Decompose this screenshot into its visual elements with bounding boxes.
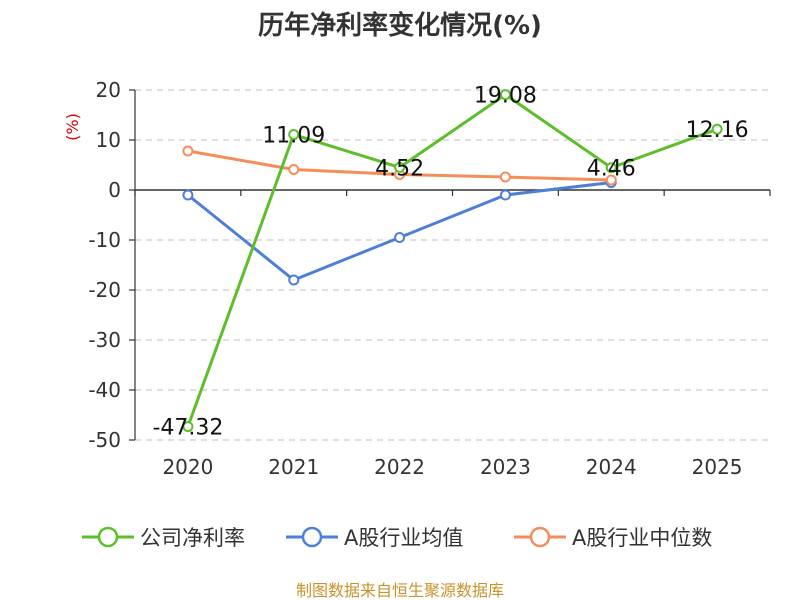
chart-title: 历年净利率变化情况(%) xyxy=(258,10,542,41)
y-unit-label: (%) xyxy=(63,113,82,141)
data-point xyxy=(182,421,194,433)
data-point xyxy=(499,171,511,183)
legend: 公司净利率 A股行业均值 A股行业中位数 xyxy=(82,526,712,550)
data-point xyxy=(288,164,300,175)
source-note: 制图数据来自恒生聚源数据库 xyxy=(296,581,504,600)
data-labels: -47.32 11.09 4.52 19.08 4.46 12.16 xyxy=(152,84,748,441)
x-tick-label: 2020 xyxy=(162,455,213,479)
y-tick-label: -30 xyxy=(88,328,121,352)
data-point xyxy=(605,174,617,186)
series-line xyxy=(186,93,718,428)
data-label: 4.52 xyxy=(375,156,424,181)
x-tick-label: 2022 xyxy=(374,455,425,479)
data-label: 19.08 xyxy=(474,84,537,109)
data-point xyxy=(288,129,300,141)
legend-label: 公司净利率 xyxy=(140,526,245,550)
data-label: 4.46 xyxy=(587,157,636,182)
legend-label: A股行业均值 xyxy=(344,526,463,550)
series xyxy=(182,89,723,433)
legend-label: A股行业中位数 xyxy=(572,526,712,550)
legend-marker xyxy=(301,526,323,548)
series-line xyxy=(186,181,612,282)
data-point xyxy=(605,162,617,174)
axes: 20 10 0 -10 -20 -30 -40 -50 2020 2021 2022 2023 2024… xyxy=(88,78,771,479)
data-point xyxy=(499,189,511,201)
y-tick-label: 0 xyxy=(108,178,121,202)
grid xyxy=(135,89,770,441)
data-point xyxy=(711,123,723,135)
data-point xyxy=(182,189,194,201)
y-tick-label: -10 xyxy=(88,228,121,252)
data-label: -47.32 xyxy=(152,416,223,441)
data-point xyxy=(499,89,511,101)
data-label: 11.09 xyxy=(262,124,325,149)
x-tick-label: 2021 xyxy=(268,455,319,479)
x-tick-label: 2025 xyxy=(692,455,743,479)
legend-marker xyxy=(529,526,551,548)
x-tick-label: 2023 xyxy=(480,455,531,479)
data-point xyxy=(288,274,300,286)
data-point xyxy=(182,145,194,157)
y-tick-label: -40 xyxy=(88,378,121,402)
data-point xyxy=(394,232,406,243)
y-tick-label: 10 xyxy=(96,128,121,152)
data-point xyxy=(394,161,406,173)
y-tick-label: 20 xyxy=(96,78,121,102)
y-tick-label: -20 xyxy=(88,278,121,302)
x-tick-label: 2024 xyxy=(586,455,637,479)
y-tick-label: -50 xyxy=(88,428,121,452)
data-label: 12.16 xyxy=(686,118,749,143)
legend-marker xyxy=(97,526,119,548)
